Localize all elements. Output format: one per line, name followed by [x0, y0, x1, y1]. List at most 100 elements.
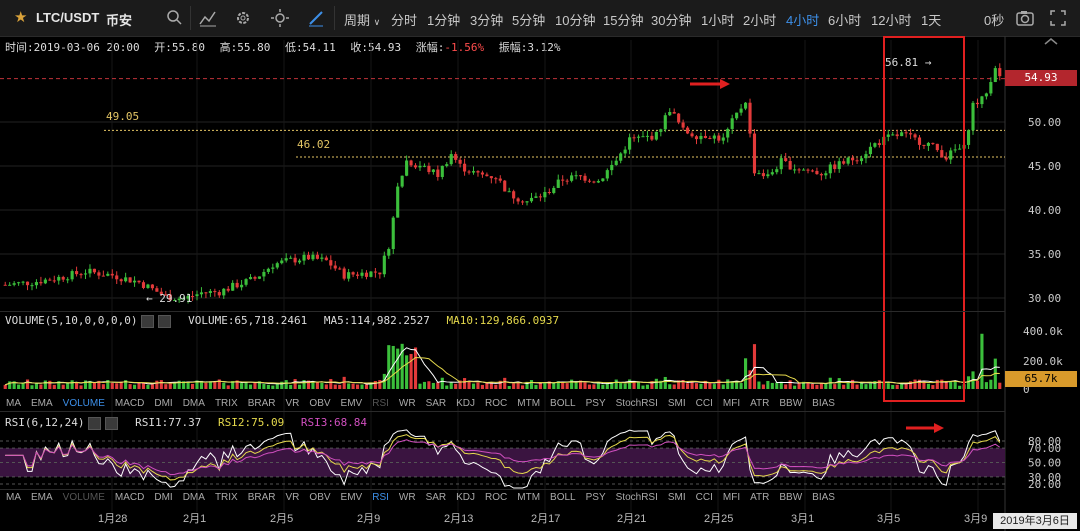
- rsi-tab-kdj[interactable]: KDJ: [456, 492, 476, 503]
- rsi-tab-smi[interactable]: SMI: [667, 492, 686, 503]
- interval-10[interactable]: 6小时: [828, 13, 862, 28]
- volume-bar: [828, 377, 832, 389]
- interval-11[interactable]: 12小时: [871, 13, 912, 28]
- interval-8[interactable]: 2小时: [743, 13, 777, 28]
- volume-bar: [52, 384, 56, 389]
- volume-tab-rsi[interactable]: RSI: [372, 398, 389, 409]
- interval-7[interactable]: 1小时: [701, 13, 735, 28]
- volume-tab-ma[interactable]: MA: [6, 398, 21, 409]
- volume-tab-volume[interactable]: VOLUME: [62, 398, 105, 409]
- rsi-tab-emv[interactable]: EMV: [340, 492, 363, 503]
- volume-tab-roc[interactable]: ROC: [485, 398, 508, 409]
- interval-5[interactable]: 15分钟: [603, 13, 644, 28]
- volume-bar: [347, 383, 351, 389]
- volume-tab-cci[interactable]: CCI: [695, 398, 713, 409]
- gear-icon[interactable]: [233, 8, 253, 28]
- volume-tab-stochrsi[interactable]: StochRSI: [615, 398, 658, 409]
- rsi-tab-atr[interactable]: ATR: [750, 492, 770, 503]
- volume-tab-sar[interactable]: SAR: [425, 398, 447, 409]
- volume-tab-psy[interactable]: PSY: [585, 398, 606, 409]
- rsi-tab-wr[interactable]: WR: [398, 492, 416, 503]
- volume-bar: [8, 381, 12, 389]
- interval-0[interactable]: 分时: [391, 13, 418, 28]
- rsi-tab-mtm[interactable]: MTM: [517, 492, 541, 503]
- interval-2[interactable]: 3分钟: [470, 13, 504, 28]
- draw-pen-icon[interactable]: [306, 8, 326, 28]
- rsi-tab-mfi[interactable]: MFI: [722, 492, 741, 503]
- rsi-tab-roc[interactable]: ROC: [485, 492, 508, 503]
- rsi-tab-rsi[interactable]: RSI: [372, 492, 389, 503]
- rsi-tab-psy[interactable]: PSY: [585, 492, 606, 503]
- candle-body: [110, 273, 114, 276]
- close-icon[interactable]: [105, 416, 119, 430]
- volume-tab-kdj[interactable]: KDJ: [456, 398, 476, 409]
- rsi-tab-ema[interactable]: EMA: [31, 492, 53, 503]
- candle-body: [521, 201, 525, 203]
- volume-tab-wr[interactable]: WR: [398, 398, 416, 409]
- volume-bar: [534, 384, 538, 389]
- rsi-tab-cci[interactable]: CCI: [695, 492, 713, 503]
- volume-tab-emv[interactable]: EMV: [340, 398, 363, 409]
- volume-tab-mtm[interactable]: MTM: [517, 398, 541, 409]
- volume-tab-dma[interactable]: DMA: [182, 398, 205, 409]
- volume-tab-bbw[interactable]: BBW: [779, 398, 803, 409]
- theme-sun-icon[interactable]: [270, 8, 290, 28]
- favorite-star-icon[interactable]: ★: [14, 9, 28, 26]
- volume-tab-atr[interactable]: ATR: [750, 398, 770, 409]
- volume-tab-obv[interactable]: OBV: [309, 398, 331, 409]
- candle-body: [935, 143, 939, 151]
- interval-3[interactable]: 5分钟: [512, 13, 546, 28]
- volume-tab-boll[interactable]: BOLL: [550, 398, 576, 409]
- rsi-tab-brar[interactable]: BRAR: [247, 492, 276, 503]
- interval-6[interactable]: 30分钟: [651, 13, 692, 28]
- interval-12[interactable]: 1天: [921, 13, 942, 28]
- symbol-label[interactable]: LTC/USDT: [36, 10, 100, 25]
- search-icon[interactable]: [165, 8, 185, 28]
- candle-body: [413, 165, 418, 168]
- candle-body: [940, 150, 944, 158]
- volume-tab-brar[interactable]: BRAR: [247, 398, 276, 409]
- volume-tab-mfi[interactable]: MFI: [722, 398, 741, 409]
- indicator-icon[interactable]: [198, 8, 218, 28]
- candle-body: [797, 169, 801, 171]
- rsi-tab-obv[interactable]: OBV: [309, 492, 331, 503]
- volume-bar: [306, 380, 311, 389]
- interval-9[interactable]: 4小时: [786, 13, 820, 28]
- volume-tab-ema[interactable]: EMA: [31, 398, 53, 409]
- rsi-tab-vr[interactable]: VR: [285, 492, 300, 503]
- rsi-tab-stochrsi[interactable]: StochRSI: [615, 492, 658, 503]
- rsi-tab-boll[interactable]: BOLL: [550, 492, 576, 503]
- close-icon[interactable]: [158, 314, 172, 328]
- settings-icon[interactable]: [141, 314, 155, 328]
- rsi-tab-bbw[interactable]: BBW: [779, 492, 803, 503]
- volume-tab-trix[interactable]: TRIX: [214, 398, 238, 409]
- rsi-tab-dmi[interactable]: DMI: [154, 492, 173, 503]
- volume-tab-smi[interactable]: SMI: [667, 398, 686, 409]
- volume-bar: [271, 385, 275, 389]
- volume-bar: [565, 383, 569, 389]
- candle-body: [186, 296, 190, 299]
- rsi-tab-ma[interactable]: MA: [6, 492, 21, 503]
- volume-tab-dmi[interactable]: DMI: [154, 398, 173, 409]
- collapse-chevron-icon[interactable]: [1040, 36, 1062, 46]
- interval-4[interactable]: 10分钟: [555, 13, 596, 28]
- settings-icon[interactable]: [88, 416, 102, 430]
- rsi-tab-bias[interactable]: BIAS: [812, 492, 835, 503]
- period-dropdown[interactable]: 周期 ∨: [344, 10, 380, 29]
- fullscreen-icon[interactable]: [1048, 8, 1068, 28]
- camera-icon[interactable]: [1015, 8, 1035, 28]
- rsi-tab-trix[interactable]: TRIX: [214, 492, 238, 503]
- volume-tab-bias[interactable]: BIAS: [812, 398, 835, 409]
- interval-1[interactable]: 1分钟: [427, 13, 461, 28]
- rsi-tab-dma[interactable]: DMA: [182, 492, 205, 503]
- volume-tab-macd[interactable]: MACD: [114, 398, 145, 409]
- rsi-tab-macd[interactable]: MACD: [114, 492, 145, 503]
- volume-tab-vr[interactable]: VR: [285, 398, 300, 409]
- rsi-header: RSI(6,12,24) RSI1:77.37 RSI2:75.09 RSI3:…: [5, 416, 367, 430]
- rsi-tab-volume[interactable]: VOLUME: [62, 492, 105, 503]
- candle-body: [405, 160, 409, 176]
- candle-body: [739, 108, 743, 113]
- candle-body: [75, 271, 79, 275]
- rsi-tab-sar[interactable]: SAR: [425, 492, 447, 503]
